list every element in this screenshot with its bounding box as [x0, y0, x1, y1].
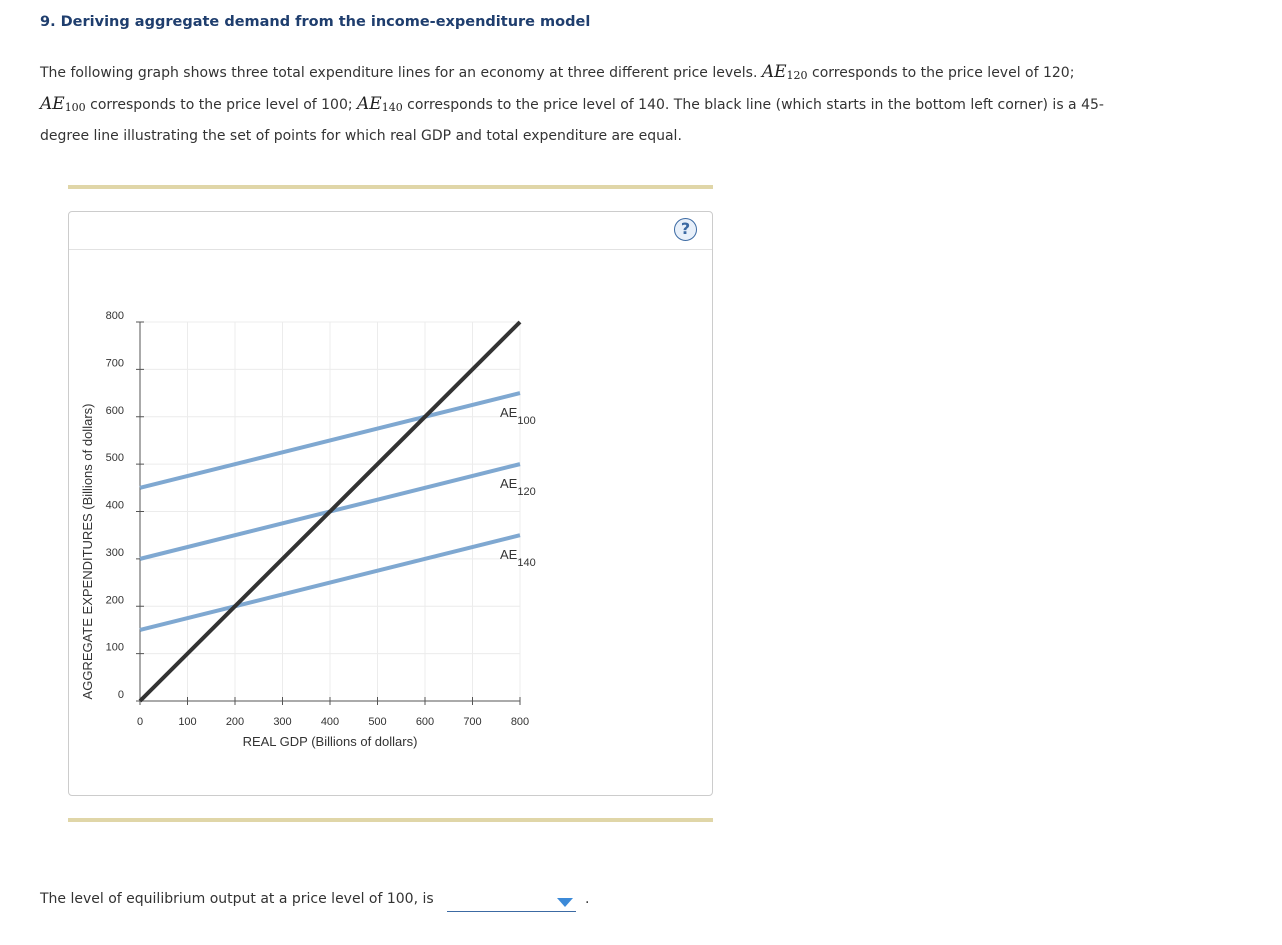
x-tick-label: 700 [463, 716, 481, 728]
intro-paragraph: The following graph shows three total ex… [40, 58, 1140, 150]
x-tick-label: 500 [368, 716, 386, 728]
y-tick-label: 100 [106, 642, 124, 654]
intro-text-4: corresponds to the price level of 140. T… [40, 97, 1104, 144]
y-tick-label: 300 [106, 547, 124, 559]
chevron-down-icon [557, 898, 573, 907]
x-tick-label: 200 [226, 716, 244, 728]
series-label-main: AE [500, 476, 518, 491]
question-period: . [585, 891, 590, 907]
y-tick-label: 600 [106, 405, 124, 417]
help-icon[interactable]: ? [674, 218, 697, 241]
y-tick-label: 800 [106, 310, 124, 322]
series-label-ae100: AE100 [500, 405, 536, 427]
x-tick-label: 100 [178, 716, 196, 728]
x-tick-label: 600 [416, 716, 434, 728]
series-label-main: AE [500, 547, 518, 562]
symbol-text: AE [40, 94, 65, 114]
symbol-ae140: AE140 [357, 94, 403, 114]
series-label-sub: 100 [517, 415, 535, 427]
divider-top [68, 185, 713, 189]
y-tick-label: 500 [106, 452, 124, 464]
x-tick-label: 800 [511, 716, 529, 728]
chart-svg: 0 100 200 300 400 500 600 700 800 0 100 200 300 400 50… [80, 310, 536, 749]
series-line-ae100 [139, 391, 521, 490]
equilibrium-output-dropdown[interactable] [447, 891, 576, 912]
series-label-ae140: AE140 [500, 547, 536, 569]
intro-text-1: The following graph shows three total ex… [40, 65, 758, 81]
series-label-ae120: AE120 [500, 476, 536, 498]
intro-text-3: corresponds to the price level of 100; [90, 97, 353, 113]
y-tick-label: 0 [118, 689, 124, 701]
graph-panel: ? 0 100 200 300 400 500 600 700 800 0 100 200 300 400… [68, 211, 713, 796]
x-tick-label: 400 [321, 716, 339, 728]
symbol-ae120: AE120 [762, 62, 808, 82]
graph-panel-header: ? [69, 212, 712, 250]
series-label-sub: 120 [517, 486, 535, 498]
symbol-ae100: AE100 [40, 94, 86, 114]
divider-bottom [68, 818, 713, 822]
question-text: The level of equilibrium output at a pri… [40, 891, 434, 907]
x-tick-label: 300 [273, 716, 291, 728]
x-axis-label: REAL GDP (Billions of dollars) [243, 734, 418, 749]
symbol-text: AE [761, 62, 787, 82]
symbol-sub: 140 [381, 101, 403, 114]
y-tick-label: 400 [106, 500, 124, 512]
x-tick-label: 0 [137, 716, 143, 728]
y-tick-label: 700 [106, 357, 124, 369]
series-line-ae140 [139, 533, 521, 632]
symbol-sub: 100 [64, 101, 86, 114]
series-label-main: AE [500, 405, 518, 420]
intro-text-2: corresponds to the price level of 120; [812, 65, 1075, 81]
series-label-sub: 140 [517, 557, 535, 569]
y-axis-label: AGGREGATE EXPENDITURES (Billions of doll… [80, 404, 95, 700]
symbol-text: AE [357, 94, 382, 114]
line-45-degree [138, 320, 522, 703]
symbol-sub: 120 [786, 69, 808, 82]
y-tick-label: 200 [106, 594, 124, 606]
problem-title: 9. Deriving aggregate demand from the in… [40, 14, 591, 30]
